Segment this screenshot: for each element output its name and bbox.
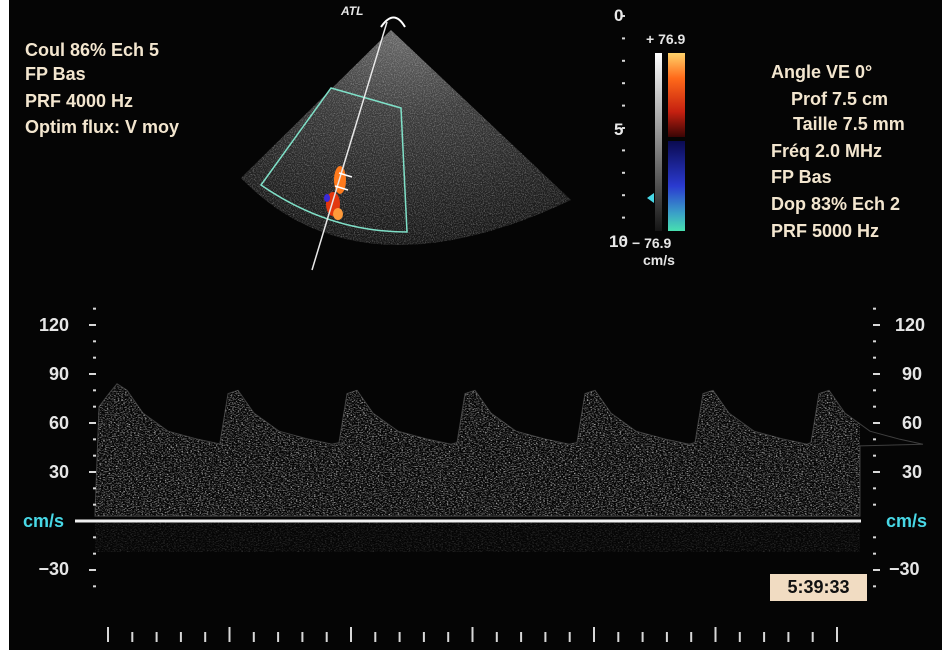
color-bar-min-label: − 76.9 <box>632 235 672 251</box>
depth-scale <box>622 15 625 241</box>
color-gain-param: Coul 86% Ech 5 <box>25 40 160 60</box>
color-velocity-bar <box>647 53 685 231</box>
doppler-cursor-line[interactable] <box>311 21 388 271</box>
ultrasound-screen: Coul 86% Ech 5 FP Bas PRF 4000 Hz Optim … <box>9 0 942 650</box>
timestamp-display: 5:39:33 <box>770 574 867 601</box>
doppler-spectrum <box>94 383 924 552</box>
vel-axis-right-120: 120 <box>895 315 926 335</box>
velocity-unit-left: cm/s <box>23 511 65 531</box>
color-filter-param: FP Bas <box>25 64 86 84</box>
color-bar-unit-label: cm/s <box>643 252 675 268</box>
vel-axis-left-neg30: −30 <box>38 559 69 579</box>
sample-gate-top[interactable] <box>338 172 353 178</box>
velocity-axis-ticks <box>89 307 880 588</box>
ultrasound-graphics <box>75 15 924 642</box>
vel-axis-right-60: 60 <box>902 413 923 433</box>
doppler-filter-param: FP Bas <box>771 167 832 187</box>
vel-axis-right-neg30: −30 <box>889 559 920 579</box>
color-roi-box[interactable] <box>259 87 408 233</box>
color-bar-max-label: + 76.9 <box>646 31 686 47</box>
vel-axis-left-60: 60 <box>48 413 69 433</box>
probe-orientation-icon <box>380 16 406 28</box>
gate-size-param: Taille 7.5 mm <box>793 114 905 134</box>
vel-axis-left-30: 30 <box>48 462 69 482</box>
vel-axis-right-30: 30 <box>902 462 923 482</box>
frequency-param: Fréq 2.0 MHz <box>771 141 883 161</box>
baseline-marker-icon <box>647 193 654 203</box>
probe-brand-label: ATL <box>341 4 364 18</box>
vel-axis-left-90: 90 <box>48 364 69 384</box>
depth-label-mid: 5 <box>614 120 624 139</box>
vel-axis-right-90: 90 <box>902 364 923 384</box>
color-prf-param: PRF 4000 Hz <box>25 91 134 111</box>
doppler-gain-param: Dop 83% Ech 2 <box>771 194 901 214</box>
depth-label-bottom: 10 <box>609 232 628 251</box>
flow-optim-param: Optim flux: V moy <box>25 117 180 137</box>
depth-label-top: 0 <box>614 6 624 25</box>
doppler-prf-param: PRF 5000 Hz <box>771 221 880 241</box>
angle-param: Angle VE 0° <box>771 62 873 82</box>
depth-param: Prof 7.5 cm <box>791 89 889 109</box>
time-axis-ticks <box>107 627 838 642</box>
vel-axis-left-120: 120 <box>38 315 69 335</box>
sample-gate-bottom[interactable] <box>334 185 349 191</box>
velocity-unit-right: cm/s <box>886 511 928 531</box>
